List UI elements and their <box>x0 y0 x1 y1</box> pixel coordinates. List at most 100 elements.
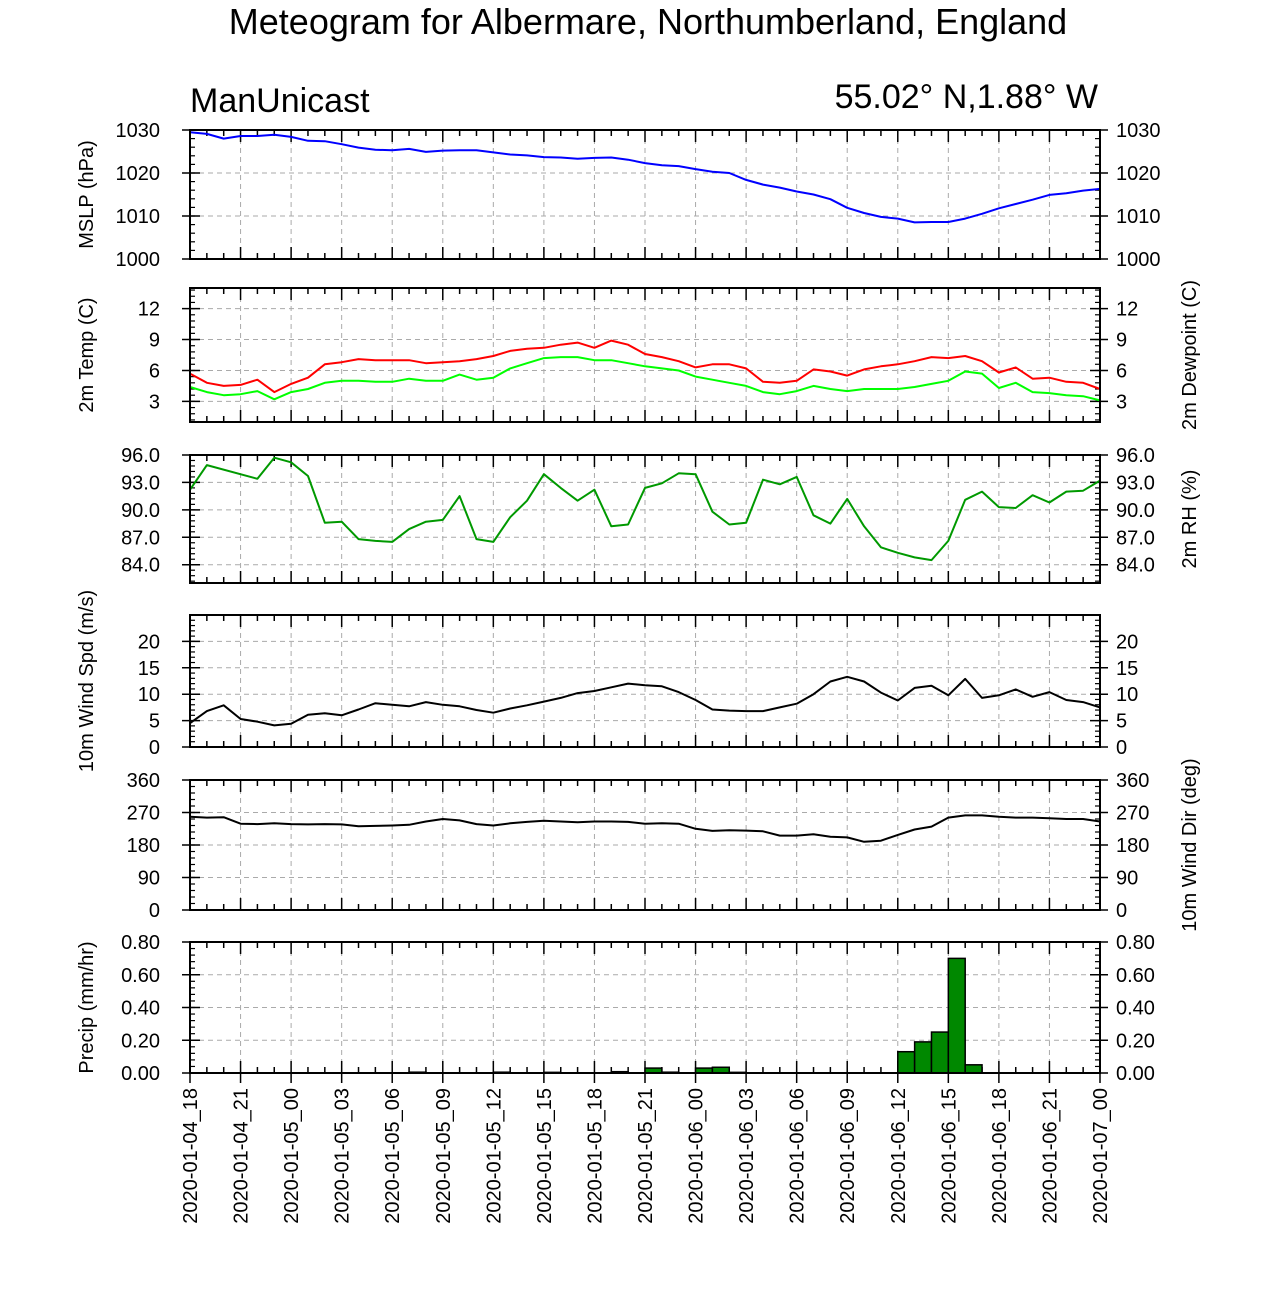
panel-1: 1000 1000 1010 1010 1020 1020 1030 1030 MSLP (hP… <box>76 120 1161 271</box>
y-tick-label-left: 87.0 <box>121 527 160 549</box>
y-tick-label-right: 1020 <box>1116 163 1161 185</box>
y-tick-label-right: 0 <box>1116 900 1127 922</box>
y-tick-label-left: 9 <box>149 330 160 352</box>
y-axis-label-left: 10m Wind Spd (m/s) <box>76 590 98 772</box>
x-tick-label: 2020-01-05_15 <box>534 1088 556 1224</box>
series-line-2 <box>189 356 1101 402</box>
y-tick-label-right: 1030 <box>1116 120 1161 142</box>
y-tick-label-left: 6 <box>149 360 160 382</box>
y-tick-label-right: 15 <box>1116 658 1138 680</box>
y-axis-label-left: 2m Temp (C) <box>76 297 98 412</box>
y-tick-label-left: 5 <box>149 711 160 733</box>
model-label: ManUnicast <box>190 82 370 120</box>
y-axis-label-left: MSLP (hPa) <box>76 140 98 249</box>
y-tick-label-left: 93.0 <box>121 472 160 494</box>
series-line-1 <box>189 456 1101 562</box>
x-tick-label: 2020-01-06_03 <box>736 1088 758 1224</box>
x-tick-label: 2020-01-06_12 <box>888 1088 910 1224</box>
y-tick-label-left: 0.80 <box>121 932 160 954</box>
y-tick-label-left: 0.00 <box>121 1063 160 1085</box>
x-tick-label: 2020-01-04_18 <box>180 1088 202 1224</box>
y-tick-label-right: 0.40 <box>1116 998 1155 1020</box>
y-tick-label-right: 87.0 <box>1116 527 1155 549</box>
x-tick-label: 2020-01-06_06 <box>787 1088 809 1224</box>
y-tick-label-right: 1010 <box>1116 206 1161 228</box>
precip-bar <box>897 1050 916 1074</box>
y-tick-label-right: 90.0 <box>1116 500 1155 522</box>
y-tick-label-right: 360 <box>1116 770 1149 792</box>
y-tick-label-right: 270 <box>1116 803 1149 825</box>
precip-bar <box>913 1041 933 1074</box>
panel-frame <box>189 614 1101 748</box>
x-tick-label: 2020-01-05_00 <box>281 1088 303 1224</box>
precip-bar <box>930 1031 950 1074</box>
series-line-1 <box>189 339 1101 394</box>
y-tick-label-right: 10 <box>1116 684 1138 706</box>
y-tick-label-right: 6 <box>1116 360 1127 382</box>
y-tick-label-right: 96.0 <box>1116 445 1155 467</box>
x-tick-label: 2020-01-06_15 <box>938 1088 960 1224</box>
y-tick-label-left: 1020 <box>116 163 161 185</box>
y-tick-label-left: 20 <box>138 631 160 653</box>
y-tick-label-left: 90.0 <box>121 500 160 522</box>
x-tick-label: 2020-01-06_09 <box>837 1088 859 1224</box>
y-tick-label-left: 1000 <box>116 249 161 271</box>
y-tick-label-right: 5 <box>1116 711 1127 733</box>
y-tick-label-right: 84.0 <box>1116 555 1155 577</box>
x-tick-label: 2020-01-06_18 <box>989 1088 1011 1224</box>
y-tick-label-right: 0.60 <box>1116 965 1155 987</box>
x-tick-label: 2020-01-05_09 <box>433 1088 455 1224</box>
location-label: 55.02° N,1.88° W <box>835 78 1098 116</box>
y-tick-label-right: 93.0 <box>1116 472 1155 494</box>
y-axis-label-right: 2m RH (%) <box>1179 470 1201 569</box>
y-tick-label-right: 90 <box>1116 868 1138 890</box>
y-tick-label-left: 0.40 <box>121 998 160 1020</box>
y-tick-label-left: 0 <box>149 737 160 759</box>
chart-title: Meteogram for Albermare, Northumberland,… <box>229 1 1067 42</box>
y-tick-label-right: 20 <box>1116 631 1138 653</box>
x-tick-label: 2020-01-05_12 <box>483 1088 505 1224</box>
x-tick-label: 2020-01-05_18 <box>584 1088 606 1224</box>
precip-bar <box>947 957 966 1074</box>
x-tick-label: 2020-01-07_00 <box>1090 1088 1112 1224</box>
y-tick-label-left: 270 <box>127 803 160 825</box>
y-tick-label-left: 10 <box>138 684 160 706</box>
precip-bar <box>964 1064 983 1074</box>
series-line-1 <box>189 675 1101 727</box>
y-tick-label-right: 0.00 <box>1116 1063 1155 1085</box>
x-tick-label: 2020-01-06_21 <box>1039 1088 1061 1224</box>
y-tick-label-right: 1000 <box>1116 249 1161 271</box>
panel-5: 0 0 90 90 180 180 270 270 360 360 10m Wind Dir (de… <box>127 758 1201 931</box>
series-line-1 <box>189 814 1101 843</box>
y-tick-label-left: 15 <box>138 658 160 680</box>
panel-frame <box>189 129 1101 260</box>
x-tick-label: 2020-01-05_03 <box>332 1088 354 1224</box>
x-tick-label: 2020-01-05_06 <box>382 1088 404 1224</box>
y-tick-label-left: 84.0 <box>121 555 160 577</box>
panel-3: 84.0 84.0 87.0 87.0 90.0 90.0 93.0 93.0 96.0 96.0… <box>121 445 1201 584</box>
time-axis: 2020-01-04_18 2020-01-04_21 2020-01-05_00 2… <box>180 1073 1112 1224</box>
panel-2: 3 3 6 6 9 9 12 12 2m Temp (C) 2m Dewpoint (C) <box>76 280 1201 430</box>
series-line-1 <box>189 131 1101 224</box>
panel-4: 0 0 5 5 10 10 15 15 20 20 10m Wind Spd (m/s) <box>76 590 1138 772</box>
y-axis-label-right: 10m Wind Dir (deg) <box>1179 758 1201 931</box>
x-tick-label: 2020-01-04_21 <box>231 1088 253 1224</box>
y-axis-label-left: Precip (mm/hr) <box>76 941 98 1073</box>
panel-frame <box>189 287 1101 423</box>
y-tick-label-left: 180 <box>127 835 160 857</box>
y-tick-label-left: 0.60 <box>121 965 160 987</box>
y-tick-label-left: 96.0 <box>121 445 160 467</box>
y-tick-label-right: 0 <box>1116 737 1127 759</box>
panel-frame <box>189 779 1101 911</box>
y-tick-label-right: 0.20 <box>1116 1030 1155 1052</box>
y-tick-label-right: 12 <box>1116 299 1138 321</box>
y-axis-label-right: 2m Dewpoint (C) <box>1179 280 1201 430</box>
y-tick-label-left: 1010 <box>116 206 161 228</box>
y-tick-label-right: 3 <box>1116 391 1127 413</box>
panel-6: 0.00 0.00 0.20 0.20 0.40 0.40 0.60 0.60 0.80 0.80… <box>76 932 1155 1085</box>
y-tick-label-left: 90 <box>138 868 160 890</box>
x-tick-label: 2020-01-05_21 <box>635 1088 657 1224</box>
panel-frame <box>189 454 1101 584</box>
